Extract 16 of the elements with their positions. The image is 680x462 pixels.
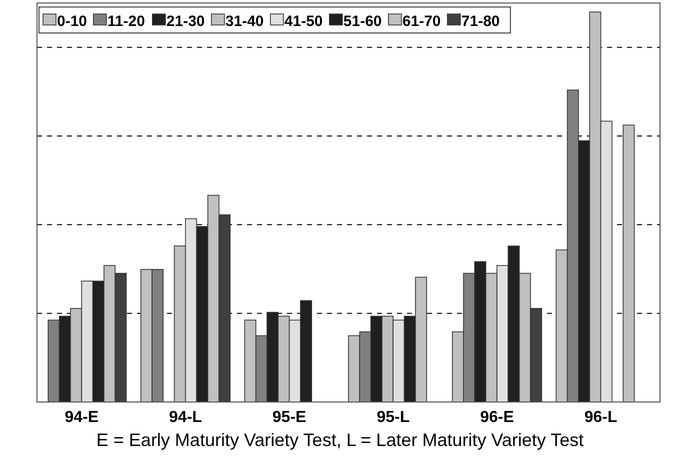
legend-label: 51-60: [343, 13, 382, 30]
legend-label: 31-40: [225, 13, 264, 30]
legend-label: 11-20: [107, 13, 145, 30]
x-tick-label: 94-E: [64, 409, 99, 426]
x-tick-label: 96-E: [480, 409, 514, 426]
x-tick-label: 95-E: [272, 409, 307, 426]
x-tick-label: 95-L: [376, 409, 410, 426]
x-tick-label: 96-L: [584, 409, 618, 426]
text: E = Early Maturity Variety Test, L = Later Maturity Variety Test: [96, 430, 584, 450]
legend-label: 71-80: [461, 13, 500, 30]
legend-label: 0-10: [57, 13, 88, 30]
legend-label: 41-50: [284, 13, 323, 30]
bar: [622, 124, 635, 402]
legend-label: 61-70: [402, 13, 441, 30]
legend-label: 21-30: [166, 13, 205, 30]
x-tick-label: 94-L: [169, 409, 202, 426]
